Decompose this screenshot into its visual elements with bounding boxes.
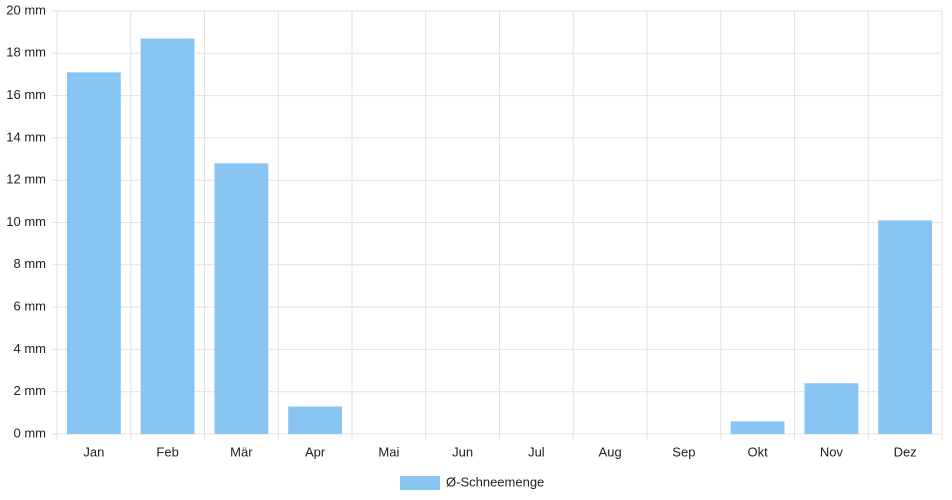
- y-tick-label: 6 mm: [14, 299, 47, 314]
- bar: [140, 38, 195, 435]
- x-tick-label: Aug: [599, 444, 622, 459]
- y-tick-label: 18 mm: [6, 45, 46, 60]
- bar: [804, 383, 859, 434]
- legend-label: Ø-Schneemenge: [446, 474, 544, 489]
- y-tick-label: 8 mm: [14, 256, 47, 271]
- x-tick-label: Apr: [305, 444, 326, 459]
- bar: [878, 220, 933, 434]
- bar: [288, 406, 343, 434]
- y-tick-label: 10 mm: [6, 214, 46, 229]
- x-tick-label: Jan: [83, 444, 104, 459]
- legend-swatch: [400, 476, 440, 490]
- y-tick-label: 20 mm: [6, 2, 46, 17]
- x-tick-label: Sep: [672, 444, 695, 459]
- x-tick-label: Dez: [894, 444, 917, 459]
- bar: [66, 72, 121, 435]
- x-tick-label: Okt: [748, 444, 769, 459]
- y-tick-label: 16 mm: [6, 87, 46, 102]
- x-tick-label: Mär: [230, 444, 253, 459]
- x-tick-label: Mai: [378, 444, 399, 459]
- y-tick-label: 2 mm: [14, 383, 47, 398]
- bar: [214, 163, 269, 434]
- y-tick-label: 12 mm: [6, 172, 46, 187]
- x-tick-label: Jul: [528, 444, 545, 459]
- y-tick-label: 4 mm: [14, 341, 47, 356]
- x-tick-label: Feb: [156, 444, 178, 459]
- x-tick-label: Jun: [452, 444, 473, 459]
- y-tick-label: 0 mm: [14, 425, 47, 440]
- bar: [730, 421, 785, 434]
- x-tick-label: Nov: [820, 444, 844, 459]
- y-tick-label: 14 mm: [6, 129, 46, 144]
